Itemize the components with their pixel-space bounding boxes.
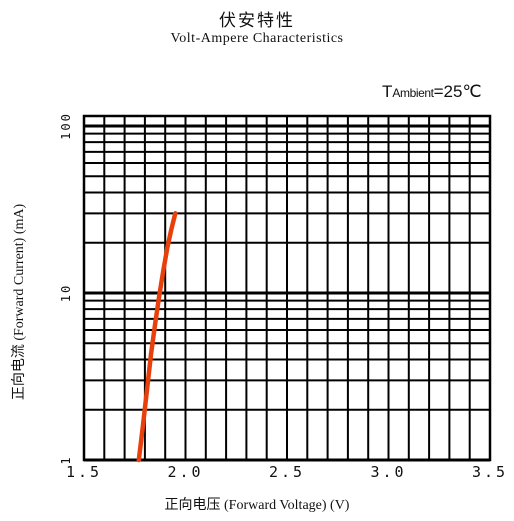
chart-ticks: 1.5 2.0 2.5 3.0 3.5 1 10 100	[59, 112, 508, 481]
ambient-subscript: Ambient	[392, 86, 434, 100]
x-tick-label: 2.5	[269, 463, 305, 481]
chart-title: 伏安特性	[219, 11, 295, 31]
ambient-value: =25℃	[433, 82, 482, 101]
chart-grid	[82, 114, 492, 462]
ambient-prefix: T	[382, 82, 393, 101]
x-tick-label: 2.0	[167, 463, 203, 481]
x-tick-label: 1.5	[66, 463, 102, 481]
chart-marks	[136, 211, 178, 463]
plot-frame	[82, 114, 492, 462]
chart-subtitle: Volt-Ampere Characteristics	[170, 31, 344, 46]
x-tick-label: 3.0	[370, 463, 406, 481]
iv-curve-line	[136, 211, 178, 463]
y-tick-label: 10	[59, 284, 73, 302]
y-tick-label: 100	[59, 112, 73, 140]
y-axis-label: 正向电流 (Forward Current) (mA)	[12, 203, 27, 401]
x-tick-label: 3.5	[472, 463, 508, 481]
x-axis-label: 正向电压 (Forward Voltage) (V)	[164, 498, 350, 513]
ambient-temperature-annotation: TAmbient=25℃	[382, 82, 482, 102]
y-tick-label: 1	[59, 455, 73, 464]
